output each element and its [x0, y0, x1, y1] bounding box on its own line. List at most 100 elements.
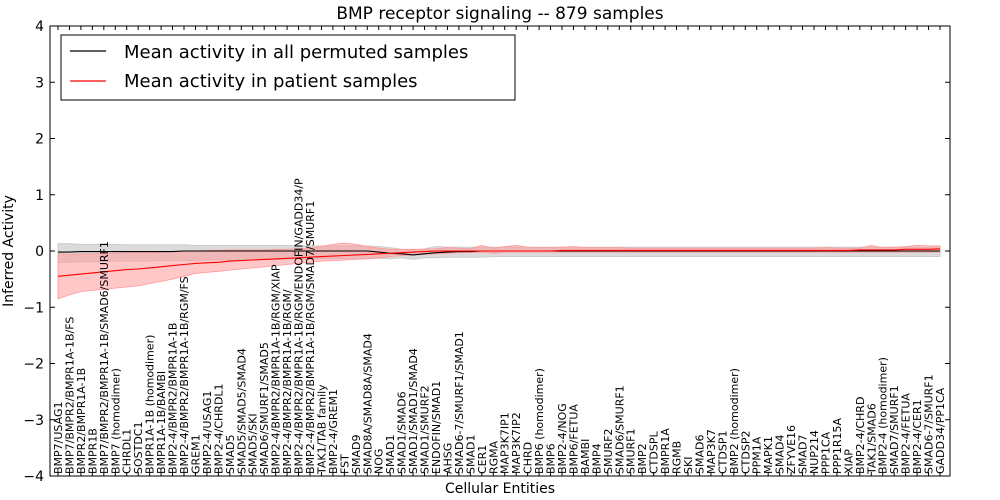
- band-patient: [57, 242, 941, 300]
- x-tick-label: AHSG: [442, 443, 455, 474]
- x-tick-label: SMAD1/SMURF2: [419, 385, 432, 474]
- x-tick-label: CTDSP2: [739, 431, 752, 474]
- x-tick-label: MAP3K7IP2: [510, 412, 523, 474]
- x-tick-label: BMP2-4/BMPR2/BMPR1A-1B/RGM/FS: [178, 276, 191, 474]
- x-tick-label: CHRD: [522, 442, 535, 474]
- x-tick-label: SMURF2: [602, 429, 615, 475]
- y-tick-label: −2: [23, 357, 44, 373]
- x-tick-label: SKI: [682, 457, 695, 474]
- x-tick-label: GREM1: [190, 434, 203, 474]
- y-tick-label: −1: [23, 300, 44, 316]
- x-tick-label: MAP3K7IP1: [499, 412, 512, 474]
- x-tick-label: BMP2 (homodimer): [728, 368, 741, 474]
- x-tick-label: SMAD7: [797, 435, 810, 474]
- x-tick-label: TAK1/TAB family: [316, 384, 329, 475]
- x-tick-label: BMP2-4/BMPR2/BMPR1A-1B/RGM/XIAP: [270, 264, 283, 474]
- x-tick-label: SMAD6/SMURF1: [613, 385, 626, 474]
- x-tick-label: NUP214: [808, 430, 821, 474]
- x-tick-label: BMPR1B: [86, 428, 99, 474]
- y-tick-label: 3: [35, 75, 44, 91]
- line-patient: [57, 248, 941, 277]
- x-tick-label: ZFYVE16: [785, 425, 798, 474]
- x-tick-label: SMAD4: [774, 435, 787, 474]
- x-tick-label: FST: [338, 454, 351, 474]
- x-tick-label: BMP6: [545, 443, 558, 474]
- confidence-bands: [57, 242, 941, 300]
- x-tick-label: SMAD6-7/SMURF1/SMAD1: [453, 331, 466, 474]
- x-tick-label: SMAD5: [224, 435, 237, 474]
- x-tick-label: BMP2-4/BMPR2/BMPR1A-1B/RGM/: [281, 289, 294, 474]
- x-tick-label: BMP2-4/CHRD: [854, 397, 867, 474]
- x-axis-label: Cellular Entities: [445, 481, 555, 497]
- x-tick-label: BMPR2/BMPR1A-1B: [75, 368, 88, 474]
- x-tick-label: BMPR1A-1B/BAMBI: [155, 371, 168, 474]
- x-tick-label: BMP2-4 (homodimer): [877, 357, 890, 474]
- x-tick-label: SMAD8A/SMAD8A/SMAD4: [361, 333, 374, 474]
- x-tick-label: PPP1CA: [820, 431, 833, 474]
- x-tick-label: SMAD6: [694, 435, 707, 474]
- x-tick-label: SMAD1/SMAD1/SMAD4: [407, 348, 420, 474]
- x-tick-label: PPM1A: [751, 436, 764, 474]
- x-tick-label: PPP1R15A: [831, 417, 844, 474]
- x-tick-label: TAK1/SMAD6: [865, 403, 878, 475]
- x-tick-label: BMPR1A: [659, 428, 672, 474]
- x-tick-label: NOG: [373, 449, 386, 474]
- x-tick-label: BAMBI: [579, 439, 592, 474]
- legend-box: [60, 34, 516, 101]
- x-tick-label: MAP3K7: [705, 429, 718, 474]
- x-tick-label: BMP2-4/GREM1: [327, 389, 340, 474]
- x-tick-label: SMURF1: [625, 429, 638, 475]
- y-tick-label: −3: [23, 413, 44, 429]
- x-tick-label: BMP2-4/BMPR2/BMPR1A-1B: [167, 323, 180, 474]
- y-tick-label: 4: [35, 19, 44, 35]
- x-tick-label: BMPR1A-1B (homodimer): [144, 335, 157, 474]
- y-axis-label: Inferred Activity: [1, 195, 17, 307]
- legend: Mean activity in all permuted samples Me…: [60, 34, 516, 101]
- x-tick-label: BMP6 (homodimer): [533, 368, 546, 474]
- x-tick-label: BMP7/BMPR2/BMPR1A-1B/SMAD6/SMURF1: [98, 241, 111, 474]
- y-tick-label: 1: [35, 188, 44, 204]
- x-tick-label: BMP2-4/USAG1: [201, 391, 214, 474]
- series-lines: [57, 248, 941, 277]
- x-tick-label: SMAD1: [464, 435, 477, 474]
- x-tick-label: SMAD1/SMAD6: [396, 391, 409, 474]
- x-tick-labels: BMP7/USAG1BMP7/BMPR2/BMPR1A-1B/FSBMPR2/B…: [52, 178, 947, 475]
- x-tick-label: BMP7 (homodimer): [109, 368, 122, 474]
- x-tick-label: BMP2: [636, 443, 649, 474]
- x-tick-label: MAPK1: [762, 436, 775, 474]
- x-tick-label: RGMA: [487, 440, 500, 474]
- x-tick-label: CHRDL1: [121, 429, 134, 474]
- y-tick-label: 2: [35, 132, 44, 148]
- x-tick-label: CTDSP1: [716, 431, 729, 474]
- x-tick-label: SOSTDC1: [132, 422, 145, 475]
- x-tick-label: SMAD9: [350, 435, 363, 474]
- chart-title: BMP receptor signaling -- 879 samples: [336, 4, 663, 24]
- x-tick-label: SMAD6-7/SMURF1: [923, 374, 936, 474]
- x-tick-label: BMP2-4/NOG: [556, 403, 569, 474]
- x-tick-label: BMP6/FETUA: [568, 404, 581, 474]
- x-tick-label: BMP2-4/BMPR2/BMPR1A-1B/RGM/SMAD7/SMURF1: [304, 201, 317, 474]
- x-tick-label: SMAD5/SMAD5/SMAD4: [235, 348, 248, 474]
- x-tick-label: XIAP: [842, 449, 855, 474]
- legend-label-permuted: Mean activity in all permuted samples: [124, 42, 468, 63]
- y-tick-labels: 4 3 2 1 0 −1 −2 −3 −4: [23, 19, 44, 485]
- x-tick-label: CER1: [476, 445, 489, 474]
- x-tick-label: BMP2-4/CER1: [911, 399, 924, 474]
- x-tick-label: SMAD1: [384, 435, 397, 474]
- x-tick-label: RGMB: [671, 441, 684, 474]
- x-tick-label: BMP7/BMPR2/BMPR1A-1B/FS: [64, 317, 77, 474]
- x-tick-label: ENDOFIN/SMAD1: [430, 381, 443, 474]
- x-tick-label: BMP2-4/CHRDL1: [212, 383, 225, 474]
- y-tick-label: 0: [35, 244, 44, 260]
- axis-ticks: [50, 25, 950, 477]
- x-tick-label: CTDSPL: [648, 431, 661, 474]
- x-tick-label: SMAD6/SMURF1/SMAD5: [258, 342, 271, 474]
- x-tick-label: BMP4: [590, 443, 603, 474]
- x-tick-label: GADD34/PP1CA: [934, 387, 947, 474]
- legend-label-patient: Mean activity in patient samples: [124, 71, 418, 92]
- x-tick-label: BMP7/USAG1: [52, 402, 65, 474]
- x-tick-label: BMP2-4/FETUA: [900, 393, 913, 474]
- y-tick-label: −4: [23, 469, 44, 485]
- x-tick-label: SMAD7/SMURF1: [888, 385, 901, 474]
